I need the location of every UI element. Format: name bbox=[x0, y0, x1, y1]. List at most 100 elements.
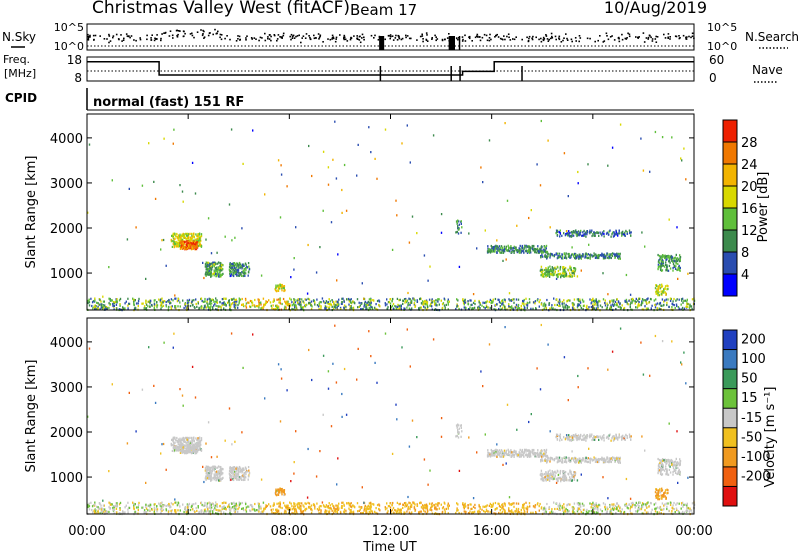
power-cell bbox=[509, 246, 512, 249]
velocity-cell bbox=[186, 440, 189, 444]
velocity-cell bbox=[198, 436, 201, 439]
power-cell bbox=[496, 245, 499, 248]
power-cell bbox=[300, 301, 302, 304]
noise-sky-point bbox=[343, 37, 345, 40]
velocity-cell bbox=[595, 458, 598, 461]
velocity-cell bbox=[194, 445, 197, 448]
power-cell bbox=[576, 231, 578, 234]
power-cell bbox=[540, 248, 542, 251]
noise-sky-point bbox=[139, 37, 141, 39]
velocity-cell bbox=[600, 436, 602, 440]
power-cell bbox=[447, 298, 449, 301]
power-cell bbox=[519, 244, 521, 247]
power-cell bbox=[482, 301, 484, 304]
velocity-cell bbox=[213, 473, 215, 476]
power-cell bbox=[623, 306, 626, 310]
velocity-cell bbox=[177, 438, 180, 441]
power-cell bbox=[558, 303, 561, 306]
power-cell bbox=[539, 184, 542, 187]
velocity-cell bbox=[490, 452, 492, 455]
velocity-cell bbox=[494, 449, 496, 452]
velocity-cell bbox=[191, 438, 193, 441]
velocity-cell bbox=[527, 453, 530, 457]
power-cell bbox=[493, 247, 495, 251]
power-cell bbox=[169, 302, 171, 305]
power-cell bbox=[217, 305, 219, 308]
velocity-cell bbox=[199, 447, 201, 450]
noise-sky-point bbox=[565, 33, 567, 35]
power-cell bbox=[662, 255, 664, 258]
velocity-cell bbox=[562, 461, 564, 464]
velocity-cell bbox=[618, 436, 620, 439]
power-cell bbox=[308, 144, 310, 148]
noise-sky-point bbox=[363, 38, 365, 41]
power-cell bbox=[404, 307, 406, 310]
power-cell bbox=[494, 248, 496, 251]
noise-sky-point bbox=[219, 33, 222, 36]
power-cell bbox=[546, 298, 548, 302]
power-cell bbox=[177, 305, 179, 308]
power-cell bbox=[579, 299, 581, 302]
power-cell bbox=[187, 242, 189, 245]
power-cell bbox=[561, 274, 563, 277]
velocity-cell bbox=[546, 454, 549, 458]
power-cell bbox=[601, 306, 603, 309]
noise-sky-point bbox=[638, 36, 640, 38]
power-cell bbox=[204, 273, 207, 276]
noise-sky-point bbox=[462, 38, 464, 41]
power-cell bbox=[549, 226, 551, 229]
power-cell bbox=[205, 261, 207, 264]
power-cell bbox=[469, 299, 471, 302]
velocity-cell bbox=[603, 439, 605, 442]
power-cell bbox=[518, 307, 520, 310]
power-cell bbox=[369, 307, 371, 310]
power-cell bbox=[165, 305, 168, 308]
noise-sky-point bbox=[618, 36, 620, 39]
velocity-cell bbox=[219, 465, 221, 469]
noise-sky-point bbox=[207, 34, 210, 37]
power-cell bbox=[513, 301, 515, 304]
power-cell bbox=[230, 267, 232, 270]
power-cell bbox=[457, 232, 460, 235]
power-cell bbox=[264, 193, 266, 196]
power-cell bbox=[571, 275, 573, 278]
power-panel-frame bbox=[86, 113, 695, 311]
noise-sky-point bbox=[291, 37, 294, 39]
power-cell bbox=[342, 297, 344, 300]
power-cell bbox=[645, 299, 647, 302]
power-cell bbox=[676, 259, 679, 262]
power-cell bbox=[564, 270, 566, 273]
velocity-cell bbox=[192, 446, 195, 449]
power-cell bbox=[349, 298, 351, 302]
velocity-cell bbox=[513, 453, 516, 457]
power-cell bbox=[480, 166, 482, 169]
noise-sky-point bbox=[290, 33, 293, 36]
power-cell bbox=[630, 298, 633, 301]
velocity-cell bbox=[232, 473, 234, 476]
power-cell bbox=[610, 235, 612, 238]
power-cell bbox=[302, 300, 304, 303]
velocity-cell bbox=[218, 477, 220, 480]
noise-sky-point bbox=[220, 34, 223, 36]
power-cell bbox=[617, 301, 620, 304]
power-cell bbox=[544, 246, 546, 249]
velocity-cell bbox=[215, 472, 217, 475]
velocity-cell bbox=[589, 457, 592, 460]
power-cell bbox=[221, 298, 224, 301]
power-cell bbox=[334, 120, 336, 123]
power-cell bbox=[145, 277, 147, 280]
velocity-cell bbox=[283, 493, 285, 497]
power-cell bbox=[274, 308, 276, 311]
power-cell bbox=[335, 300, 337, 303]
power-cell bbox=[486, 300, 488, 303]
power-cell bbox=[614, 300, 617, 303]
power-cell bbox=[171, 234, 173, 237]
power-cell bbox=[583, 253, 585, 256]
power-cell bbox=[194, 238, 197, 241]
power-cell bbox=[191, 301, 193, 304]
power-cell bbox=[534, 248, 537, 251]
power-cell bbox=[276, 298, 278, 301]
power-cell bbox=[170, 305, 172, 308]
power-cell bbox=[241, 274, 243, 277]
power-cell bbox=[276, 285, 278, 288]
